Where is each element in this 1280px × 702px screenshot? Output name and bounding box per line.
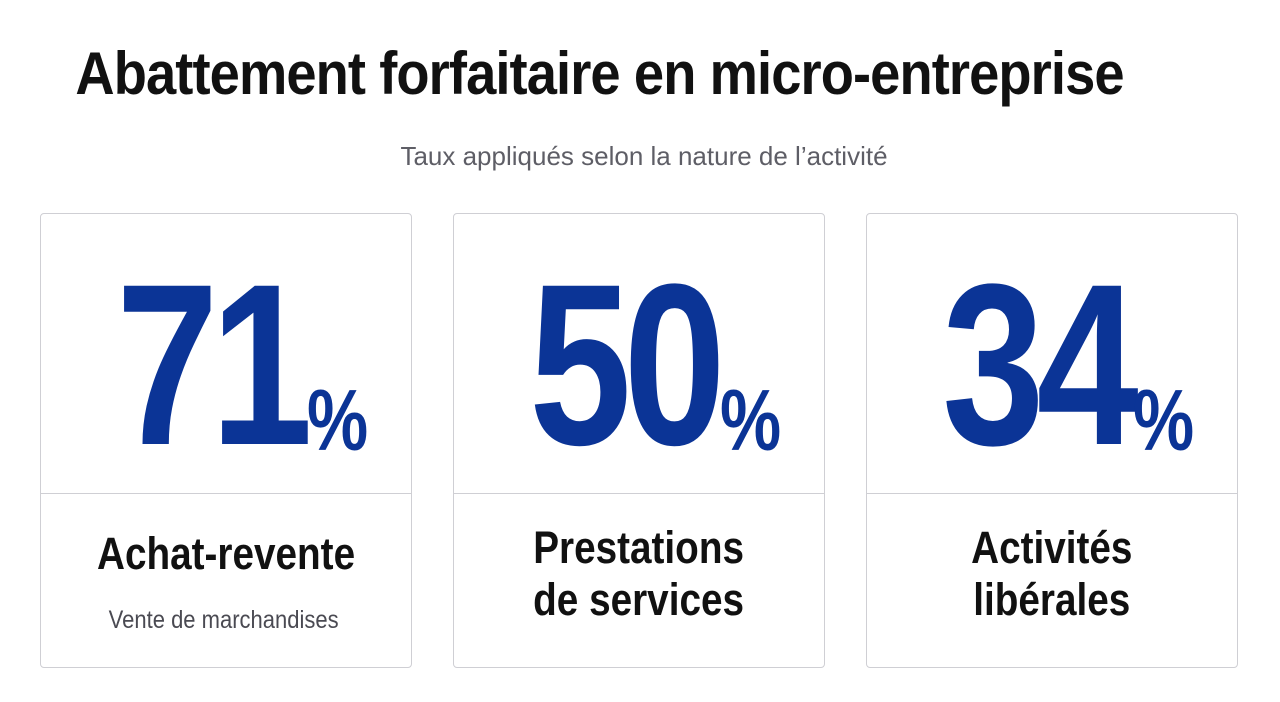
- page-title: Abattement forfaitaire en micro-entrepri…: [75, 40, 1124, 107]
- card-divider: [454, 493, 824, 494]
- rate-value: 71: [116, 236, 313, 493]
- percent-sign: %: [719, 373, 781, 469]
- card-label-text: Achat-revente: [96, 528, 356, 579]
- rate-display: 71 %: [41, 230, 411, 480]
- card-detail-text: Vente de marchandises: [109, 606, 339, 634]
- rate-display: 50 %: [454, 230, 824, 480]
- card-detail: Vente de marchandises: [41, 604, 411, 636]
- rate-value: 50: [529, 236, 726, 493]
- rate-value: 34: [942, 236, 1139, 493]
- card-divider: [41, 493, 411, 494]
- card-label-text: Prestations de services: [533, 522, 745, 625]
- rate-card-prestations-de-services: 50 % Prestations de services: [453, 213, 825, 668]
- rate-card-achat-revente: 71 % Achat-revente Vente de marchandises: [40, 213, 412, 668]
- card-label-area: Activités libérales: [867, 494, 1237, 667]
- card-label: Prestations de services: [454, 522, 824, 626]
- rate-card-activites-liberales: 34 % Activités libérales: [866, 213, 1238, 668]
- card-divider: [867, 493, 1237, 494]
- card-label: Achat-revente: [41, 528, 411, 580]
- page-subtitle: Taux appliqués selon la nature de l’acti…: [400, 141, 888, 171]
- card-label-area: Achat-revente Vente de marchandises: [41, 494, 411, 667]
- card-label-text: Activités libérales: [971, 522, 1133, 625]
- rate-display: 34 %: [867, 230, 1237, 480]
- card-label: Activités libérales: [867, 522, 1237, 626]
- percent-sign: %: [306, 373, 368, 469]
- percent-sign: %: [1132, 373, 1194, 469]
- card-label-area: Prestations de services: [454, 494, 824, 667]
